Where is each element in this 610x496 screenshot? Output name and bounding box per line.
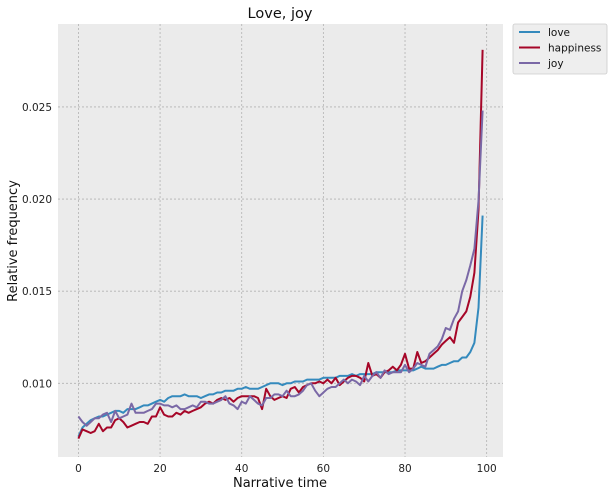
- legend-label-happiness: happiness: [548, 43, 601, 55]
- y-tick-label: 0.015: [22, 286, 52, 298]
- legend-label-joy: joy: [547, 58, 564, 70]
- chart-title: Love, joy: [248, 6, 313, 22]
- legend: love happiness joy: [512, 23, 608, 75]
- y-tick-label: 0.010: [22, 378, 52, 390]
- series-line-joy: [77, 110, 484, 427]
- legend-box: [512, 23, 608, 75]
- y-axis-ticks: 0.010 0.015 0.020 0.025: [22, 102, 52, 390]
- y-tick-label: 0.025: [22, 102, 52, 114]
- grid-lines: [58, 24, 503, 457]
- series-line-happiness: [77, 49, 484, 440]
- series-line-love: [77, 215, 484, 438]
- x-axis-label: Narrative time: [233, 476, 327, 491]
- x-axis-ticks: 0 20 40 60 80 100: [75, 463, 497, 475]
- legend-label-love: love: [548, 27, 570, 39]
- plot-area: [58, 24, 503, 457]
- x-tick-label: 20: [153, 463, 166, 475]
- x-tick-label: 100: [477, 463, 497, 475]
- x-tick-label: 40: [235, 463, 248, 475]
- x-tick-label: 80: [398, 463, 411, 475]
- y-tick-label: 0.020: [22, 194, 52, 206]
- x-tick-label: 60: [317, 463, 330, 475]
- x-tick-label: 0: [75, 463, 82, 475]
- y-axis-label: Relative frequency: [6, 180, 21, 302]
- series-lines: [77, 49, 484, 440]
